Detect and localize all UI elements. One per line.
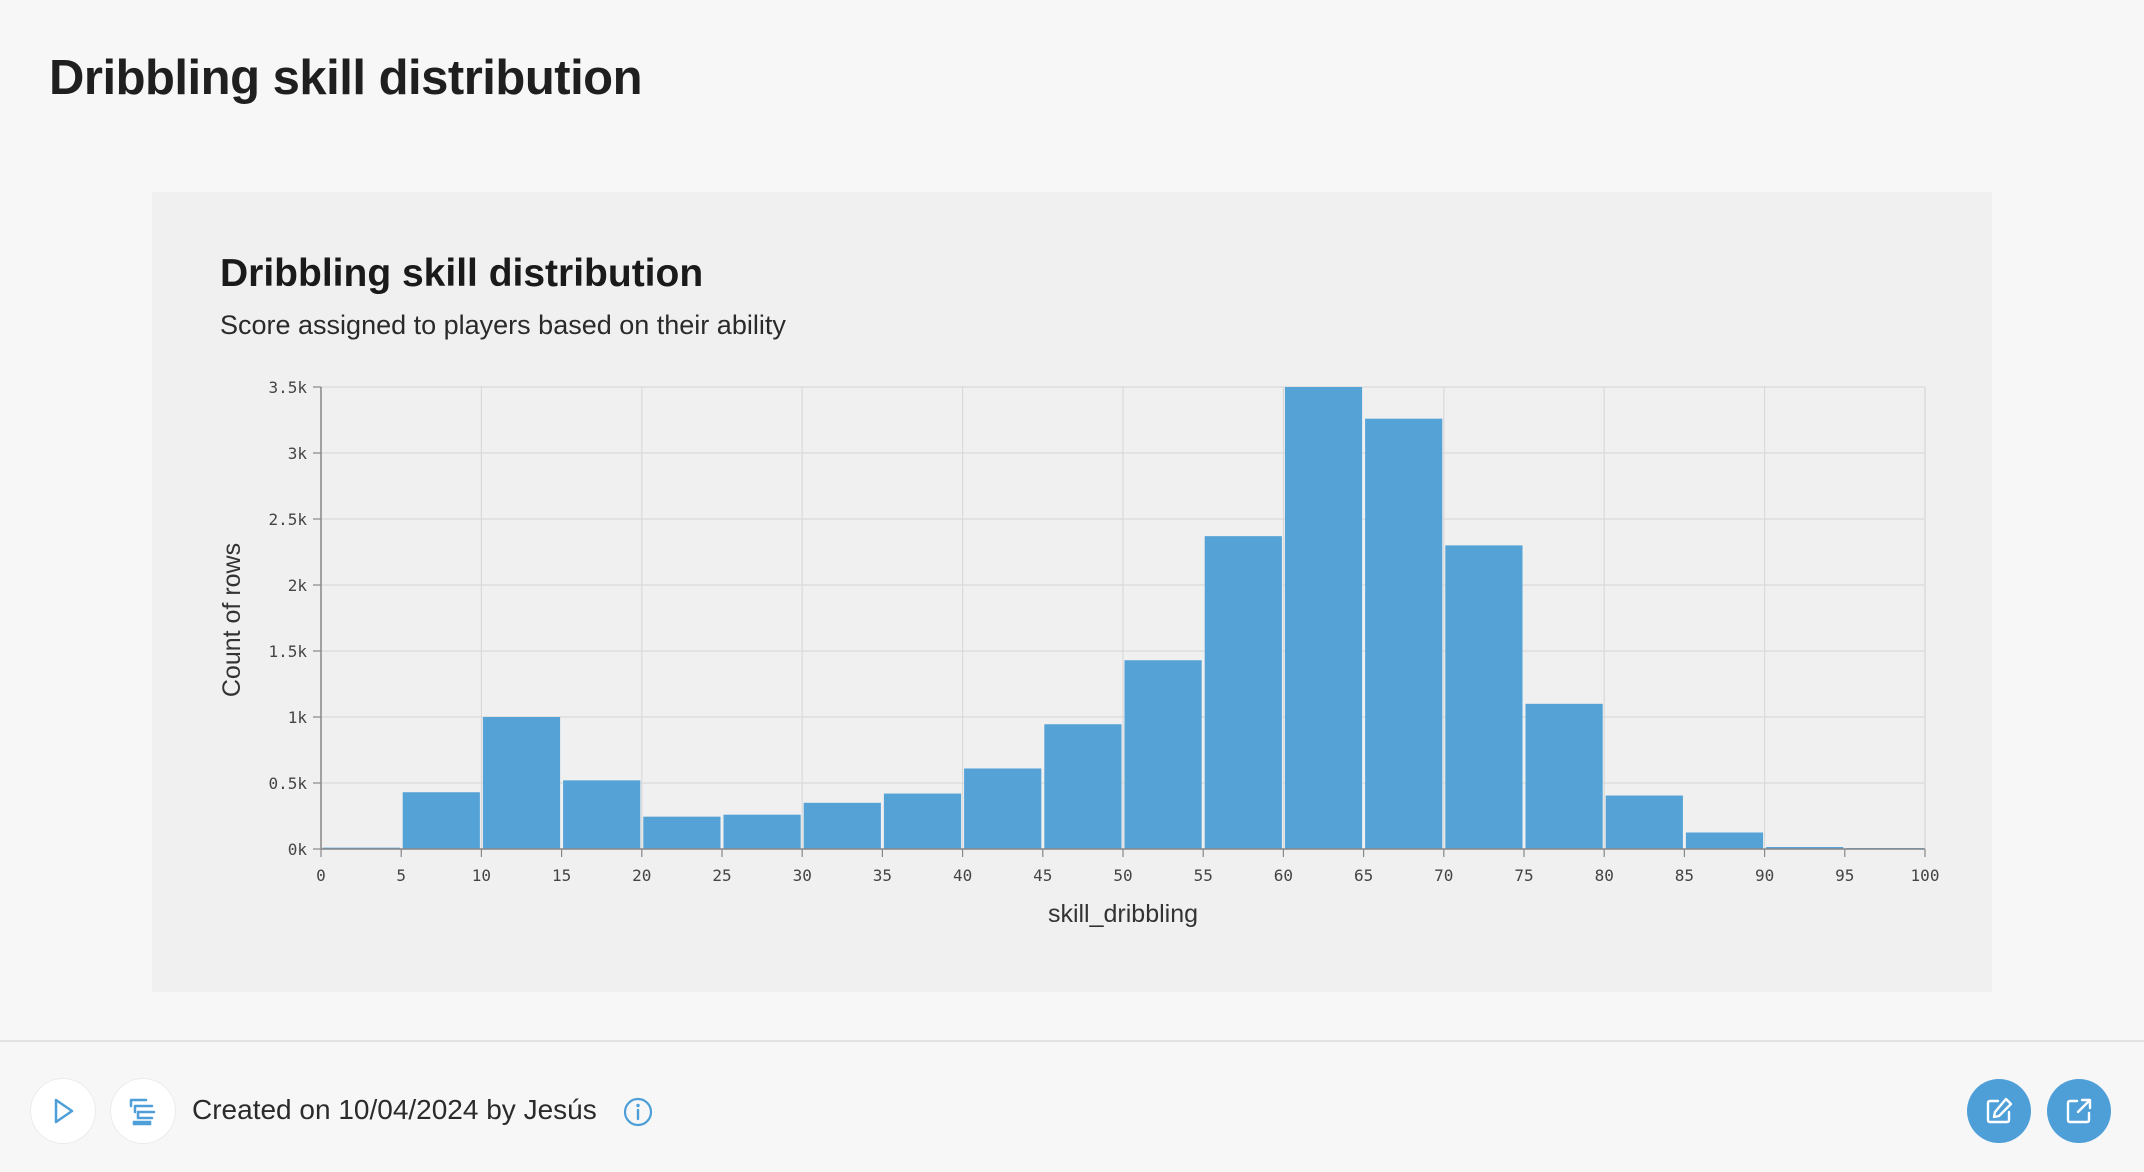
run-button[interactable]: [31, 1079, 95, 1143]
x-tick-label: 60: [1274, 866, 1293, 885]
x-tick-label: 50: [1113, 866, 1132, 885]
histogram-bar[interactable]: [1445, 545, 1523, 849]
x-tick-label: 35: [873, 866, 892, 885]
axes: 0 5 10 15 20 25 30 35 40 45 50 55 60 65 70 75 80 85 90 95 10…: [268, 378, 1939, 885]
histogram-bar[interactable]: [643, 816, 721, 849]
histogram-bar[interactable]: [803, 802, 881, 849]
x-tick-label: 15: [552, 866, 571, 885]
histogram-bar[interactable]: [1525, 703, 1603, 849]
x-tick-label: 80: [1595, 866, 1614, 885]
x-tick-label: 5: [396, 866, 406, 885]
info-icon[interactable]: [622, 1096, 654, 1128]
edit-icon: [1986, 1097, 2013, 1124]
external-link-icon: [2066, 1098, 2092, 1124]
x-tick-label: 85: [1675, 866, 1694, 885]
histogram-bar[interactable]: [1284, 387, 1363, 849]
x-tick-label: 70: [1434, 866, 1453, 885]
y-tick-label: 2.5k: [268, 510, 307, 529]
histogram-bar[interactable]: [402, 792, 480, 849]
y-tick-label: 1.5k: [268, 642, 307, 661]
grid-lines: [320, 386, 1926, 850]
x-tick-label: 25: [712, 866, 731, 885]
histogram-bar[interactable]: [723, 814, 801, 849]
x-tick-label: 100: [1911, 866, 1940, 885]
bars: [322, 387, 1924, 850]
play-icon: [54, 1098, 74, 1124]
x-tick-label: 55: [1194, 866, 1213, 885]
x-axis-label: skill_dribbling: [1048, 900, 1198, 928]
y-tick-label: 3.5k: [268, 378, 307, 397]
histogram-bar[interactable]: [1204, 536, 1282, 849]
query-button[interactable]: [111, 1079, 175, 1143]
x-tick-label: 30: [793, 866, 812, 885]
histogram-bar[interactable]: [1044, 724, 1122, 849]
y-axis-label: Count of rows: [218, 543, 246, 697]
x-tick-label: 95: [1835, 866, 1854, 885]
histogram-bar[interactable]: [1605, 795, 1683, 849]
histogram-bar[interactable]: [1124, 660, 1202, 849]
x-tick-label: 0: [316, 866, 326, 885]
y-tick-label: 1k: [288, 708, 308, 727]
histogram-bar[interactable]: [883, 793, 962, 849]
created-info-text: Created on 10/04/2024 by Jesús: [192, 1094, 597, 1125]
x-tick-label: 75: [1514, 866, 1533, 885]
x-tick-label: 10: [472, 866, 491, 885]
chart-title: Dribbling skill distribution: [220, 252, 703, 295]
footer-bar: Created on 10/04/2024 by Jesús: [0, 1040, 2144, 1172]
x-tick-label: 40: [953, 866, 972, 885]
x-tick-label: 65: [1354, 866, 1373, 885]
y-tick-label: 3k: [288, 444, 308, 463]
y-tick-label: 0.5k: [268, 774, 307, 793]
edit-button[interactable]: [1967, 1079, 2031, 1143]
histogram-chart: Dribbling skill distribution Score assig…: [218, 252, 1939, 928]
histogram-bar[interactable]: [1766, 847, 1844, 849]
chart-card: Dribbling skill distribution Score assig…: [152, 192, 1992, 992]
histogram-bar[interactable]: [1365, 418, 1443, 849]
query-icon: [129, 1098, 156, 1126]
x-tick-label: 90: [1755, 866, 1774, 885]
histogram-bar[interactable]: [563, 780, 641, 849]
x-tick-label: 20: [632, 866, 651, 885]
histogram-bar[interactable]: [964, 768, 1042, 849]
open-external-button[interactable]: [2047, 1079, 2111, 1143]
x-tick-label: 45: [1033, 866, 1052, 885]
histogram-bar[interactable]: [1685, 832, 1764, 850]
page-title: Dribbling skill distribution: [49, 51, 643, 105]
y-tick-label: 2k: [288, 576, 308, 595]
y-tick-label: 0k: [288, 840, 308, 859]
histogram-bar[interactable]: [482, 717, 561, 849]
chart-subtitle: Score assigned to players based on their…: [220, 310, 786, 340]
